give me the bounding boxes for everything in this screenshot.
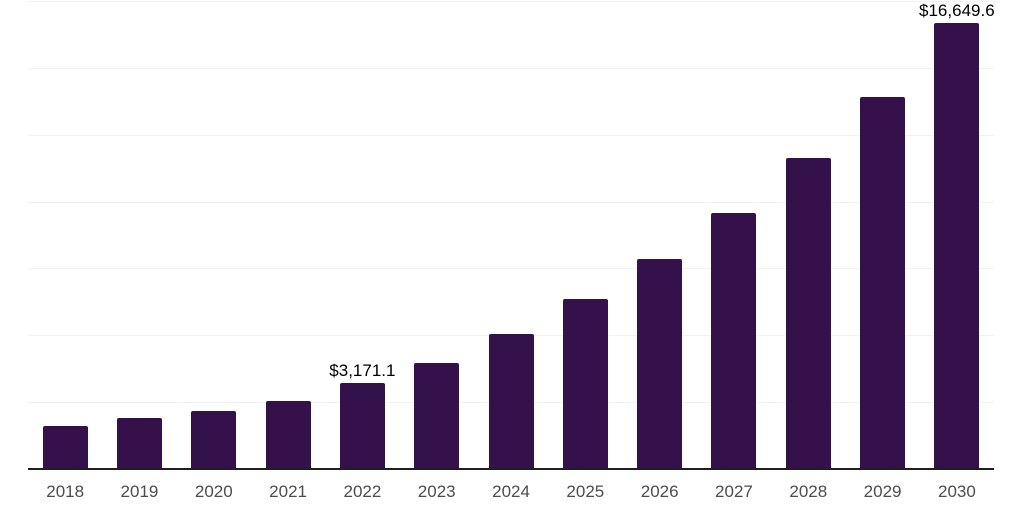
data-label-2022: $3,171.1: [329, 361, 396, 381]
gridline: [28, 1, 994, 2]
x-tick-label-2025: 2025: [566, 482, 605, 501]
data-label-2030: $16,649.6: [919, 0, 995, 20]
x-tick-label-2030: 2030: [937, 482, 976, 501]
x-tick-label-2028: 2028: [789, 482, 828, 501]
plot-area: $3,171.1 $16,649.6: [28, 0, 995, 470]
bar-2029: [860, 96, 906, 468]
gridline: [28, 268, 994, 270]
x-tick-label-2019: 2019: [120, 482, 159, 501]
x-tick-label-2026: 2026: [640, 482, 679, 501]
bar-2030: [934, 22, 980, 468]
bar-2020: [191, 410, 237, 468]
bar-2022: [339, 383, 385, 468]
bar-2019: [116, 418, 162, 468]
x-tick-label-2020: 2020: [194, 482, 233, 501]
gridline: [28, 201, 994, 203]
x-tick-label-2023: 2023: [417, 482, 456, 501]
bar-2025: [562, 299, 608, 468]
bar-2021: [265, 400, 311, 468]
bar-2018: [42, 426, 88, 468]
gridline: [28, 67, 994, 69]
bar-2023: [414, 362, 460, 468]
x-tick-label-2027: 2027: [715, 482, 753, 501]
x-tick-label-2029: 2029: [863, 482, 902, 501]
gridline: [28, 134, 994, 136]
x-tick-label-2021: 2021: [269, 482, 307, 501]
x-axis-line: [28, 468, 994, 470]
x-axis-tick-labels: 2018 2019 2020 2021 2022 2023 2024 2025 2026 2027…: [28, 483, 994, 500]
x-tick-label-2018: 2018: [46, 482, 85, 501]
bar-2027: [711, 212, 757, 468]
bar-2026: [637, 258, 683, 468]
bar-2028: [785, 158, 831, 468]
bar-2024: [488, 334, 534, 468]
x-tick-label-2022: 2022: [343, 482, 382, 501]
x-tick-label-2024: 2024: [492, 482, 530, 501]
